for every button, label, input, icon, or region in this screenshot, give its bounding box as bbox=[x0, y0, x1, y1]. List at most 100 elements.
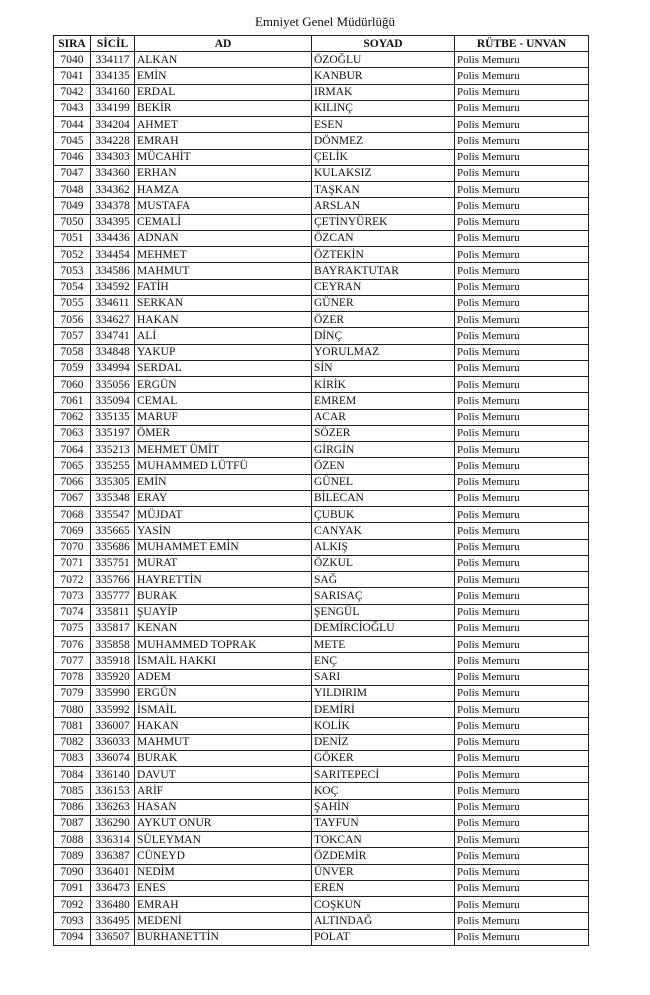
table-row: 7049 334378 MUSTAFA ARSLAN Polis Memuru bbox=[53, 197, 589, 215]
cell-soyad: COŞKUN bbox=[311, 895, 455, 914]
cell-soyad: IRMAK bbox=[311, 83, 455, 101]
cell-ad: CEMAL bbox=[134, 392, 312, 410]
cell-sira: 7040 bbox=[53, 50, 91, 69]
cell-sicil: 334117 bbox=[90, 50, 135, 69]
cell-rutbe-unvan: Polis Memuru bbox=[454, 343, 589, 361]
cell-sicil: 336495 bbox=[90, 912, 135, 930]
cell-ad: MÜJDAT bbox=[134, 505, 312, 524]
cell-ad: EMRAH bbox=[134, 895, 312, 914]
table-row: 7053 334586 MAHMUT BAYRAKTUTAR Polis Memuru bbox=[53, 262, 589, 280]
cell-ad: ADNAN bbox=[134, 229, 312, 248]
cell-ad: EMRAH bbox=[134, 132, 312, 150]
table-row: 7056 334627 HAKAN ÖZER Polis Memuru bbox=[53, 310, 589, 329]
cell-ad: ERDAL bbox=[134, 83, 312, 101]
cell-sicil: 336263 bbox=[90, 798, 135, 816]
cell-soyad: ÖZDEMİR bbox=[311, 847, 455, 865]
cell-sicil: 334360 bbox=[90, 164, 135, 183]
cell-sira: 7058 bbox=[53, 343, 91, 361]
cell-ad: MURAT bbox=[134, 554, 312, 573]
cell-sicil: 334199 bbox=[90, 99, 135, 118]
cell-soyad: TOKCAN bbox=[311, 830, 455, 849]
cell-sira: 7088 bbox=[53, 830, 91, 849]
cell-ad: SERKAN bbox=[134, 294, 312, 313]
cell-sira: 7048 bbox=[53, 180, 91, 199]
document-title: Emniyet Genel Müdürlüğü bbox=[254, 14, 396, 29]
table-row: 7079 335990 ERGÜN YILDIRIM Polis Memuru bbox=[53, 684, 589, 703]
cell-sicil: 334454 bbox=[90, 245, 135, 264]
cell-sira: 7079 bbox=[53, 684, 91, 703]
cell-sicil: 334848 bbox=[90, 343, 135, 361]
cell-soyad: SARISAÇ bbox=[311, 587, 455, 605]
cell-sira: 7062 bbox=[53, 408, 91, 426]
cell-soyad: ÖZCAN bbox=[311, 229, 455, 248]
cell-sicil: 335777 bbox=[90, 587, 135, 605]
cell-rutbe-unvan: Polis Memuru bbox=[454, 489, 589, 508]
cell-soyad: ALKIŞ bbox=[311, 538, 455, 556]
cell-sira: 7060 bbox=[53, 375, 91, 394]
cell-rutbe-unvan: Polis Memuru bbox=[454, 652, 589, 670]
cell-rutbe-unvan: Polis Memuru bbox=[454, 278, 589, 296]
cell-sira: 7065 bbox=[53, 457, 91, 475]
cell-sira: 7092 bbox=[53, 895, 91, 914]
cell-ad: ENES bbox=[134, 879, 312, 898]
cell-sicil: 335547 bbox=[90, 505, 135, 524]
table-row: 7072 335766 HAYRETTİN SAĞ Polis Memuru bbox=[53, 570, 589, 589]
cell-sira: 7055 bbox=[53, 294, 91, 313]
cell-soyad: KANBUR bbox=[311, 67, 455, 85]
cell-sicil: 335751 bbox=[90, 554, 135, 573]
table-body: 7040 334117 ALKAN ÖZOĞLU Polis Memuru 7041 334… bbox=[53, 50, 589, 946]
table-row: 7066 335305 EMİN GÜNEL Polis Memuru bbox=[53, 473, 589, 491]
table-row: 7064 335213 MEHMET ÜMİT GİRGİN Polis Memuru bbox=[53, 440, 589, 459]
cell-ad: NEDİM bbox=[134, 863, 312, 881]
table-row: 7073 335777 BURAK SARISAÇ Polis Memuru bbox=[53, 587, 589, 605]
cell-soyad: KOLİK bbox=[311, 717, 455, 735]
cell-ad: BURAK bbox=[134, 587, 312, 605]
cell-sicil: 334204 bbox=[90, 115, 135, 134]
cell-rutbe-unvan: Polis Memuru bbox=[454, 619, 589, 638]
cell-soyad: ÜNVER bbox=[311, 863, 455, 881]
cell-ad: MUHAMMED LÜTFÜ bbox=[134, 457, 312, 475]
table-row: 7063 335197 ÖMER SÖZER Polis Memuru bbox=[53, 424, 589, 443]
cell-sira: 7094 bbox=[53, 928, 91, 946]
cell-rutbe-unvan: Polis Memuru bbox=[454, 717, 589, 735]
cell-sicil: 336473 bbox=[90, 879, 135, 898]
cell-rutbe-unvan: Polis Memuru bbox=[454, 830, 589, 849]
cell-soyad: ÖZKUL bbox=[311, 554, 455, 573]
cell-sira: 7047 bbox=[53, 164, 91, 183]
cell-soyad: SARI bbox=[311, 668, 455, 686]
cell-sira: 7074 bbox=[53, 603, 91, 621]
table-row: 7061 335094 CEMAL EMREM Polis Memuru bbox=[53, 392, 589, 410]
table-row: 7051 334436 ADNAN ÖZCAN Polis Memuru bbox=[53, 229, 589, 248]
cell-ad: MEDENİ bbox=[134, 912, 312, 930]
cell-sicil: 335665 bbox=[90, 522, 135, 540]
table-row: 7074 335811 ŞUAYİP ŞENGÜL Polis Memuru bbox=[53, 603, 589, 621]
cell-ad: ERGÜN bbox=[134, 375, 312, 394]
cell-soyad: BİLECAN bbox=[311, 489, 455, 508]
cell-rutbe-unvan: Polis Memuru bbox=[454, 115, 589, 134]
cell-sira: 7067 bbox=[53, 489, 91, 508]
cell-soyad: SAĞ bbox=[311, 570, 455, 589]
table-row: 7057 334741 ALİ DİNÇ Polis Memuru bbox=[53, 327, 589, 345]
cell-sira: 7044 bbox=[53, 115, 91, 134]
cell-soyad: ŞAHİN bbox=[311, 798, 455, 816]
table-row: 7069 335665 YASİN CANYAK Polis Memuru bbox=[53, 522, 589, 540]
cell-soyad: BAYRAKTUTAR bbox=[311, 262, 455, 280]
cell-sicil: 334436 bbox=[90, 229, 135, 248]
cell-rutbe-unvan: Polis Memuru bbox=[454, 522, 589, 540]
cell-soyad: ÖZTEKİN bbox=[311, 245, 455, 264]
cell-soyad: POLAT bbox=[311, 928, 455, 946]
cell-ad: ÖMER bbox=[134, 424, 312, 443]
table-row: 7091 336473 ENES EREN Polis Memuru bbox=[53, 879, 589, 898]
cell-ad: MAHMUT bbox=[134, 733, 312, 751]
cell-rutbe-unvan: Polis Memuru bbox=[454, 132, 589, 150]
cell-rutbe-unvan: Polis Memuru bbox=[454, 554, 589, 573]
header-soyad: SOYAD bbox=[311, 35, 455, 52]
cell-sicil: 335197 bbox=[90, 424, 135, 443]
cell-rutbe-unvan: Polis Memuru bbox=[454, 327, 589, 345]
cell-soyad: KİRİK bbox=[311, 375, 455, 394]
cell-ad: MUHAMMET EMİN bbox=[134, 538, 312, 556]
table-row: 7080 335992 İSMAİL DEMİRİ Polis Memuru bbox=[53, 700, 589, 719]
cell-sicil: 336314 bbox=[90, 830, 135, 849]
cell-sira: 7045 bbox=[53, 132, 91, 150]
cell-rutbe-unvan: Polis Memuru bbox=[454, 99, 589, 118]
